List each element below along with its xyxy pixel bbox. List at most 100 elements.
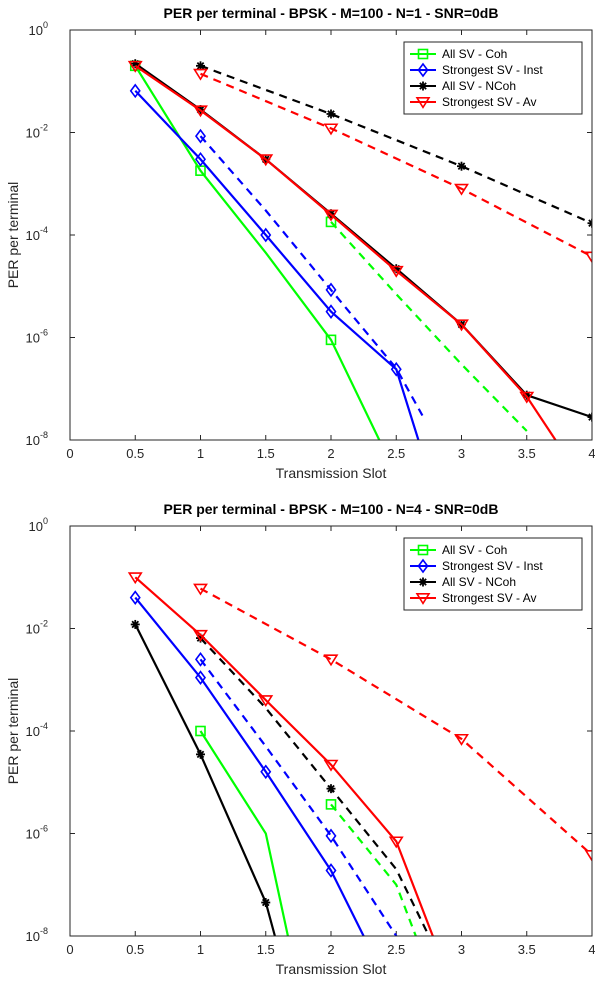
y-tick-label: 10-2 <box>26 123 48 141</box>
y-axis-label: PER per terminal <box>5 678 21 785</box>
data-point <box>130 619 140 629</box>
data-point <box>196 61 205 71</box>
x-tick-label: 0.5 <box>126 446 144 461</box>
series-group <box>127 59 592 440</box>
x-tick-label: 0.5 <box>126 942 144 957</box>
series-line <box>200 72 592 258</box>
series-line <box>134 623 276 936</box>
data-point <box>325 863 337 878</box>
legend-label: All SV - Coh <box>442 543 507 557</box>
legend-label: All SV - Coh <box>442 47 507 61</box>
data-point <box>325 282 337 298</box>
x-tick-label: 4 <box>588 942 595 957</box>
x-tick-label: 4 <box>588 446 595 461</box>
data-point <box>388 836 404 849</box>
data-point <box>195 128 206 144</box>
data-point <box>587 412 592 422</box>
series-line <box>199 135 424 417</box>
series-line <box>330 221 528 432</box>
data-point <box>129 83 141 99</box>
data-point <box>260 764 272 780</box>
x-tick-label: 2.5 <box>387 942 405 957</box>
data-point <box>258 695 274 708</box>
data-point <box>323 654 339 667</box>
legend-marker <box>417 62 429 78</box>
y-tick-label: 10-8 <box>26 430 48 448</box>
x-axis-label: Transmission Slot <box>276 961 387 977</box>
legend-label: Strongest SV - Inst <box>442 63 543 77</box>
legend-marker <box>415 97 431 109</box>
data-point <box>323 759 339 772</box>
data-point <box>260 227 272 243</box>
data-point <box>325 304 337 319</box>
chart-n4: PER per terminal - BPSK - M=100 - N=4 - … <box>5 501 595 977</box>
legend-marker <box>417 558 429 574</box>
x-tick-label: 3 <box>458 942 465 957</box>
data-point <box>326 784 336 794</box>
data-point <box>129 590 141 605</box>
legend-marker <box>417 544 429 556</box>
legend-marker <box>418 81 428 91</box>
series-line <box>134 576 434 936</box>
data-point <box>390 361 402 377</box>
legend-marker <box>418 577 428 587</box>
data-point <box>584 251 592 264</box>
legend-label: Strongest SV - Av <box>442 591 537 605</box>
data-point <box>193 583 208 596</box>
x-axis-label: Transmission Slot <box>276 465 387 481</box>
y-tick-label: 10-8 <box>26 926 48 944</box>
x-tick-label: 0 <box>66 942 73 957</box>
x-tick-label: 2 <box>327 446 334 461</box>
x-tick-label: 3.5 <box>518 942 536 957</box>
data-point <box>195 670 206 685</box>
axes-box <box>69 525 593 937</box>
x-tick-label: 2 <box>327 942 334 957</box>
series-line <box>199 587 592 856</box>
data-point <box>193 68 208 81</box>
x-tick-label: 1.5 <box>257 446 275 461</box>
data-point <box>326 109 336 119</box>
data-point <box>325 799 337 810</box>
data-point <box>127 60 143 73</box>
x-tick-label: 3 <box>458 446 465 461</box>
data-point <box>195 652 206 667</box>
series-line <box>330 803 417 936</box>
data-point <box>325 828 337 844</box>
y-tick-label: 10-6 <box>26 328 48 346</box>
x-tick-label: 2.5 <box>387 446 405 461</box>
data-point <box>323 209 339 222</box>
series-line <box>134 90 420 440</box>
x-tick-label: 0 <box>66 446 73 461</box>
data-point <box>325 334 337 346</box>
chart-panel-n4: PER per terminal - BPSK - M=100 - N=4 - … <box>0 496 595 992</box>
series-line <box>199 730 289 936</box>
data-point <box>587 218 592 228</box>
data-point <box>195 725 206 737</box>
legend-marker <box>417 48 429 60</box>
y-tick-label: 10-2 <box>26 619 48 637</box>
legend-label: Strongest SV - Av <box>442 95 537 109</box>
data-point <box>454 319 469 332</box>
legend-label: Strongest SV - Inst <box>442 559 543 573</box>
series-group <box>127 572 592 936</box>
y-tick-label: 100 <box>29 20 48 38</box>
data-point <box>195 151 206 167</box>
data-point <box>454 733 469 746</box>
series-line <box>134 64 557 440</box>
x-tick-label: 1 <box>197 446 204 461</box>
y-tick-label: 10-4 <box>26 225 48 243</box>
data-point <box>584 850 592 862</box>
x-tick-label: 3.5 <box>518 446 536 461</box>
x-tick-label: 1.5 <box>257 942 275 957</box>
data-point <box>193 105 208 118</box>
data-point <box>519 391 535 404</box>
chart-title: PER per terminal - BPSK - M=100 - N=4 - … <box>164 501 499 517</box>
legend-label: All SV - NCoh <box>442 575 516 589</box>
data-point <box>261 898 271 908</box>
data-point <box>457 161 466 171</box>
series-line <box>134 596 365 936</box>
data-point <box>196 749 205 759</box>
data-point <box>193 629 208 642</box>
data-point <box>258 154 274 167</box>
y-tick-label: 10-6 <box>26 824 48 842</box>
